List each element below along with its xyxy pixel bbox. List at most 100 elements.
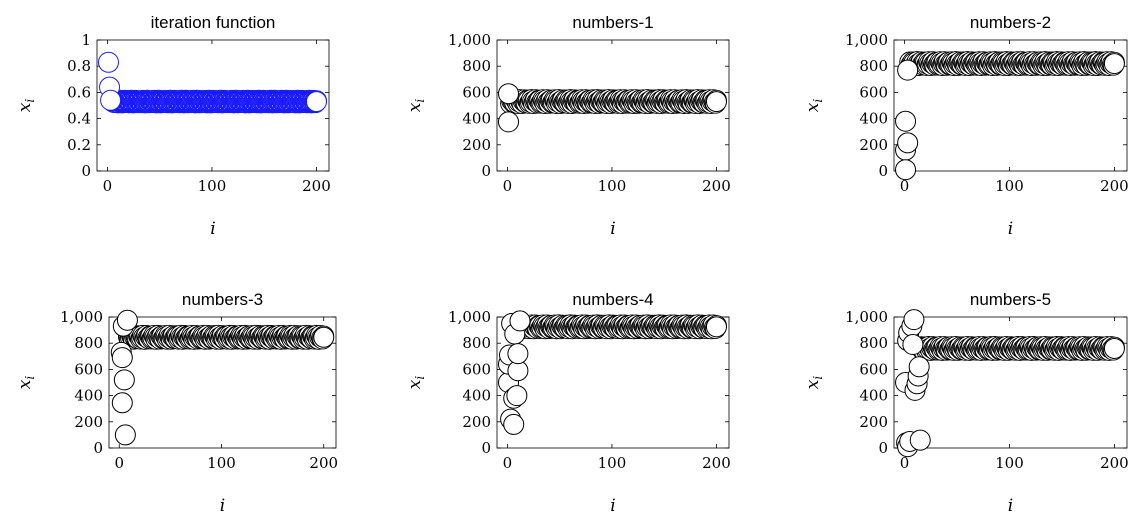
plot-frame — [108, 316, 337, 449]
data-point — [497, 83, 519, 105]
data-point — [509, 310, 531, 332]
y-tick-label: 400 — [859, 387, 888, 405]
chart-title: numbers-2 — [970, 13, 1051, 32]
x-tick-label: 0 — [503, 177, 513, 195]
y-tick-label: 0 — [481, 162, 491, 180]
y-axis-label-subscript: i — [23, 99, 37, 103]
y-tick-label: 200 — [462, 413, 491, 431]
data-point — [97, 51, 119, 73]
x-tick-label: 0 — [503, 454, 513, 472]
y-tick-label: 400 — [462, 110, 491, 128]
data-point — [909, 429, 931, 451]
y-tick-label: 600 — [74, 360, 103, 378]
x-tick-label: 200 — [302, 177, 331, 195]
x-tick-label: 0 — [114, 454, 124, 472]
y-axis-label-subscript: i — [413, 99, 427, 103]
data-point-last — [1103, 337, 1125, 359]
y-axis-label-subscript: i — [23, 376, 37, 380]
y-tick-label: 800 — [462, 57, 491, 75]
data-series — [895, 309, 1125, 458]
y-axis-label-subscript: i — [413, 376, 427, 380]
y-axis-label: xi — [15, 376, 37, 390]
data-point-last — [313, 326, 335, 348]
x-tick-label: 0 — [900, 454, 910, 472]
y-tick-label: 200 — [74, 413, 103, 431]
y-tick-label: 0 — [878, 162, 888, 180]
y-tick-label: 600 — [859, 360, 888, 378]
y-tick-label: 1 — [81, 31, 91, 49]
y-tick-label: 800 — [859, 334, 888, 352]
x-axis-label: i — [220, 496, 225, 513]
x-axis-label: i — [1008, 496, 1013, 513]
data-point-last — [705, 316, 727, 338]
y-tick-label: 600 — [462, 83, 491, 101]
data-point — [895, 110, 917, 132]
x-tick-label: 100 — [598, 177, 627, 195]
data-point-last — [305, 91, 327, 113]
y-tick-label: 800 — [462, 334, 491, 352]
x-tick-label: 200 — [1100, 177, 1129, 195]
x-tick-label: 100 — [598, 454, 627, 472]
data-series — [497, 83, 727, 133]
data-point — [506, 385, 528, 407]
y-axis-label: xi — [15, 99, 37, 113]
chart-title: numbers-5 — [970, 290, 1051, 309]
y-tick-label: 1,000 — [845, 31, 888, 49]
y-tick-label: 0 — [93, 439, 103, 457]
y-tick-label: 200 — [859, 413, 888, 431]
y-tick-label: 1,000 — [448, 308, 491, 326]
y-axis-label: xi — [405, 376, 427, 390]
y-tick-label: 1,000 — [845, 308, 888, 326]
data-point — [908, 356, 930, 378]
x-tick-label: 100 — [207, 454, 236, 472]
data-series — [97, 51, 327, 114]
chart-title: numbers-4 — [572, 290, 653, 309]
x-axis-label: i — [1008, 219, 1013, 239]
data-point-last — [705, 91, 727, 113]
y-tick-label: 0.4 — [67, 110, 91, 128]
y-tick-label: 1,000 — [60, 308, 103, 326]
y-tick-label: 0 — [481, 439, 491, 457]
x-tick-label: 200 — [702, 454, 731, 472]
y-tick-label: 0.8 — [67, 57, 91, 75]
x-tick-label: 100 — [995, 454, 1024, 472]
x-axis-label: i — [610, 219, 615, 239]
y-tick-label: 400 — [859, 110, 888, 128]
plot-frame — [96, 39, 330, 172]
plot-frame — [496, 39, 730, 172]
y-axis-label: xi — [803, 376, 825, 390]
x-tick-label: 100 — [995, 177, 1024, 195]
data-point — [497, 111, 519, 133]
y-tick-label: 0 — [81, 162, 91, 180]
data-point — [116, 309, 138, 331]
chart-panel: 0 100 200 0 0.2 0.4 0.6 0.8 1 iteration function i… — [15, 13, 331, 239]
plot-frame — [893, 39, 1128, 172]
data-point — [895, 159, 917, 181]
y-tick-label: 800 — [74, 334, 103, 352]
x-axis-label: i — [610, 496, 615, 513]
data-point — [100, 89, 122, 111]
chart-title: numbers-3 — [182, 290, 263, 309]
y-tick-label: 400 — [74, 387, 103, 405]
data-point — [113, 369, 135, 391]
x-axis-label: i — [210, 219, 215, 239]
x-tick-label: 0 — [103, 177, 113, 195]
y-axis-label: xi — [803, 99, 825, 113]
data-point — [114, 424, 136, 446]
y-tick-label: 200 — [462, 136, 491, 154]
y-tick-label: 400 — [462, 387, 491, 405]
data-point — [111, 392, 133, 414]
plot-frame — [893, 316, 1128, 449]
data-series — [497, 310, 727, 435]
data-point — [111, 347, 133, 369]
y-axis-label-subscript: i — [811, 376, 825, 380]
data-series — [110, 309, 335, 446]
data-point — [903, 309, 925, 331]
y-tick-label: 800 — [859, 57, 888, 75]
data-point — [507, 343, 529, 365]
